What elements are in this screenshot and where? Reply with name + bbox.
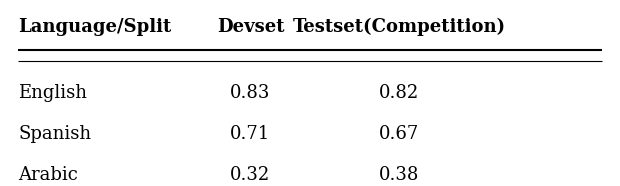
Text: 0.38: 0.38 [379, 166, 420, 184]
Text: Testset(Competition): Testset(Competition) [293, 18, 506, 36]
Text: 0.32: 0.32 [231, 166, 270, 184]
Text: Language/Split: Language/Split [19, 18, 172, 36]
Text: Spanish: Spanish [19, 125, 92, 143]
Text: 0.82: 0.82 [379, 84, 419, 102]
Text: Devset: Devset [217, 18, 284, 36]
Text: Arabic: Arabic [19, 166, 78, 184]
Text: English: English [19, 84, 87, 102]
Text: 0.71: 0.71 [231, 125, 270, 143]
Text: 0.67: 0.67 [379, 125, 419, 143]
Text: 0.83: 0.83 [230, 84, 271, 102]
